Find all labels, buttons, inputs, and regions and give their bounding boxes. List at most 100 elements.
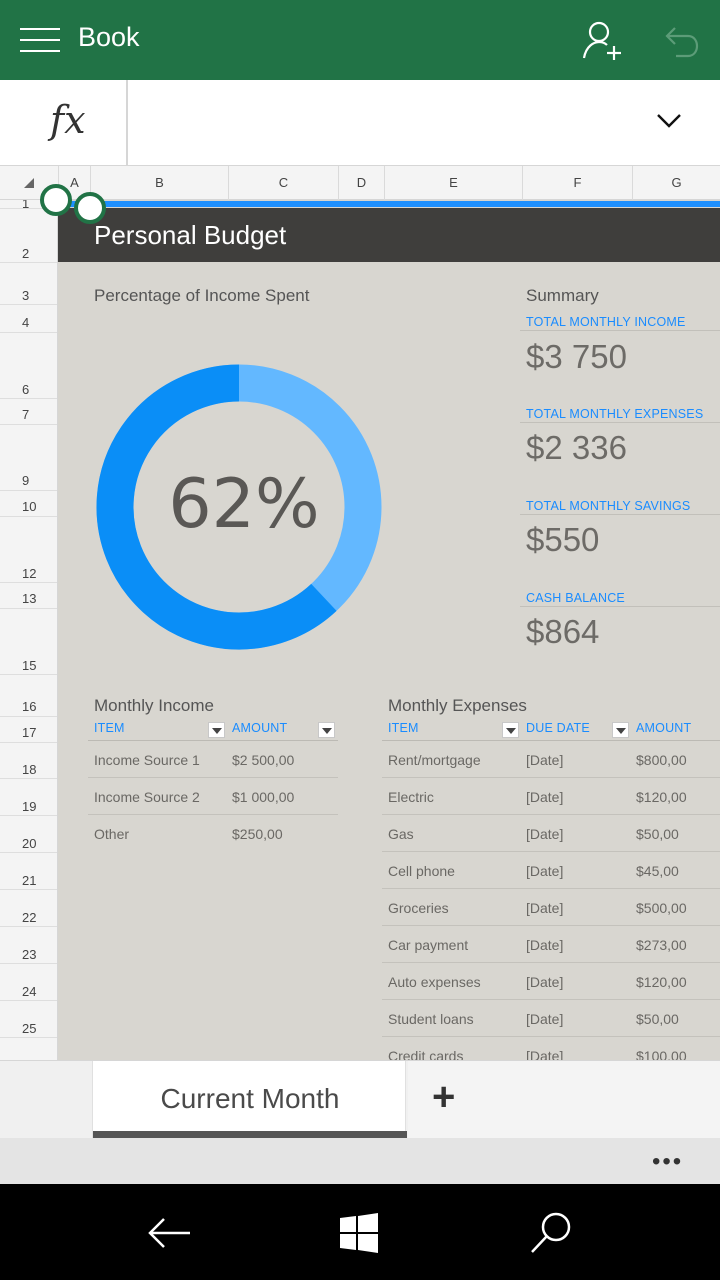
expense-item-cell[interactable]: Student loans bbox=[388, 1011, 474, 1027]
search-icon[interactable] bbox=[526, 1208, 576, 1258]
expense-amount-cell[interactable]: $120,00 bbox=[636, 789, 687, 805]
expense-amount-cell[interactable]: $45,00 bbox=[636, 863, 679, 879]
row-header[interactable]: 19 bbox=[22, 799, 37, 814]
column-header-a[interactable]: A bbox=[58, 166, 90, 200]
row-divider bbox=[0, 778, 57, 779]
chevron-down-icon[interactable] bbox=[655, 112, 683, 130]
income-amount-cell[interactable]: $1 000,00 bbox=[232, 789, 295, 805]
row-header[interactable]: 13 bbox=[22, 591, 37, 606]
row-header[interactable]: 6 bbox=[22, 382, 30, 397]
expense-date-cell[interactable]: [Date] bbox=[526, 1011, 564, 1027]
selection-handles-icon[interactable] bbox=[38, 182, 110, 226]
column-header-g[interactable]: G bbox=[632, 166, 720, 200]
expense-amount-cell[interactable]: $273,00 bbox=[636, 937, 687, 953]
row-divider bbox=[0, 608, 57, 609]
expense-item-cell[interactable]: Car payment bbox=[388, 937, 469, 953]
expense-item-cell[interactable]: Credit cards bbox=[388, 1048, 464, 1060]
filter-dropdown-icon[interactable] bbox=[612, 722, 629, 738]
row-header[interactable]: 15 bbox=[22, 658, 37, 673]
expense-date-cell[interactable]: [Date] bbox=[526, 752, 564, 768]
expense-amount-cell[interactable]: $100,00 bbox=[636, 1048, 687, 1060]
filter-dropdown-icon[interactable] bbox=[318, 722, 335, 738]
row-header[interactable]: 1 bbox=[22, 200, 30, 211]
expense-amount-cell[interactable]: $50,00 bbox=[636, 1011, 679, 1027]
expense-amount-cell[interactable]: $500,00 bbox=[636, 900, 687, 916]
system-navigation-bar bbox=[0, 1184, 720, 1280]
row-divider bbox=[0, 582, 57, 583]
income-amount-cell[interactable]: $2 500,00 bbox=[232, 752, 295, 768]
row-header[interactable]: 12 bbox=[22, 566, 37, 581]
filter-dropdown-icon[interactable] bbox=[208, 722, 225, 738]
row-divider bbox=[0, 815, 57, 816]
row-header[interactable]: 21 bbox=[22, 873, 37, 888]
fx-label: fx bbox=[50, 98, 86, 142]
expense-amount-cell[interactable]: $120,00 bbox=[636, 974, 687, 990]
expense-item-cell[interactable]: Auto expenses bbox=[388, 974, 481, 990]
expense-date-cell[interactable]: [Date] bbox=[526, 789, 564, 805]
row-header[interactable]: 22 bbox=[22, 910, 37, 925]
row-header[interactable]: 17 bbox=[22, 725, 37, 740]
back-arrow-icon[interactable] bbox=[144, 1208, 194, 1258]
row-divider bbox=[0, 304, 57, 305]
income-item-cell[interactable]: Income Source 2 bbox=[94, 789, 200, 805]
row-header[interactable]: 10 bbox=[22, 499, 37, 514]
row-header[interactable]: 16 bbox=[22, 699, 37, 714]
worksheet-grid[interactable]: Personal Budget Percentage of Income Spe… bbox=[58, 200, 720, 1060]
row-header[interactable]: 9 bbox=[22, 473, 30, 488]
summary-value-cash: $864 bbox=[526, 613, 600, 650]
row-header[interactable]: 3 bbox=[22, 288, 30, 303]
undo-icon[interactable] bbox=[660, 22, 700, 62]
row-header[interactable]: 23 bbox=[22, 947, 37, 962]
row-header[interactable]: 2 bbox=[22, 246, 30, 261]
add-person-icon[interactable] bbox=[582, 20, 624, 62]
document-title[interactable]: Book bbox=[78, 22, 140, 52]
expenses-table-header bbox=[382, 719, 720, 741]
row-separator bbox=[88, 777, 338, 778]
selection-bar bbox=[58, 201, 720, 207]
summary-label-savings: TOTAL MONTHLY SAVINGS bbox=[526, 499, 691, 513]
row-separator bbox=[88, 814, 338, 815]
add-sheet-button[interactable]: + bbox=[408, 1061, 720, 1139]
row-header[interactable]: 7 bbox=[22, 407, 30, 422]
row-separator bbox=[382, 777, 720, 778]
formula-input[interactable] bbox=[130, 80, 630, 165]
expense-amount-cell[interactable]: $800,00 bbox=[636, 752, 687, 768]
summary-divider bbox=[520, 422, 720, 423]
expense-item-cell[interactable]: Groceries bbox=[388, 900, 449, 916]
row-header[interactable]: 25 bbox=[22, 1021, 37, 1036]
income-amount-cell[interactable]: $250,00 bbox=[232, 826, 283, 842]
filter-dropdown-icon[interactable] bbox=[502, 722, 519, 738]
expense-item-cell[interactable]: Gas bbox=[388, 826, 414, 842]
expense-date-cell[interactable]: [Date] bbox=[526, 974, 564, 990]
row-header[interactable]: 18 bbox=[22, 762, 37, 777]
income-item-cell[interactable]: Income Source 1 bbox=[94, 752, 200, 768]
column-header-d[interactable]: D bbox=[338, 166, 384, 200]
row-header[interactable]: 20 bbox=[22, 836, 37, 851]
expense-date-cell[interactable]: [Date] bbox=[526, 863, 564, 879]
row-divider bbox=[0, 516, 57, 517]
row-header[interactable]: 4 bbox=[22, 315, 30, 330]
hamburger-icon[interactable] bbox=[20, 28, 60, 52]
column-header-f[interactable]: F bbox=[522, 166, 632, 200]
column-header-c[interactable]: C bbox=[228, 166, 338, 200]
more-options-icon[interactable]: ••• bbox=[652, 1148, 684, 1175]
expense-date-cell[interactable]: [Date] bbox=[526, 1048, 564, 1060]
expense-item-cell[interactable]: Electric bbox=[388, 789, 434, 805]
expense-item-cell[interactable]: Rent/mortgage bbox=[388, 752, 481, 768]
row-divider bbox=[0, 424, 57, 425]
column-header-e[interactable]: E bbox=[384, 166, 522, 200]
income-spent-donut-chart[interactable]: 62% bbox=[94, 362, 384, 652]
insert-function-button[interactable]: fx bbox=[0, 80, 128, 165]
row-header[interactable]: 24 bbox=[22, 984, 37, 999]
expense-date-cell[interactable]: [Date] bbox=[526, 937, 564, 953]
expense-amount-cell[interactable]: $50,00 bbox=[636, 826, 679, 842]
expense-date-cell[interactable]: [Date] bbox=[526, 900, 564, 916]
expense-date-cell[interactable]: [Date] bbox=[526, 826, 564, 842]
row-separator bbox=[382, 1036, 720, 1037]
column-header-b[interactable]: B bbox=[90, 166, 228, 200]
windows-logo-icon[interactable] bbox=[334, 1208, 384, 1258]
sheet-tab-current-month[interactable]: Current Month bbox=[92, 1061, 407, 1139]
select-all-corner-icon[interactable] bbox=[0, 166, 58, 200]
expense-item-cell[interactable]: Cell phone bbox=[388, 863, 455, 879]
income-item-cell[interactable]: Other bbox=[94, 826, 130, 842]
